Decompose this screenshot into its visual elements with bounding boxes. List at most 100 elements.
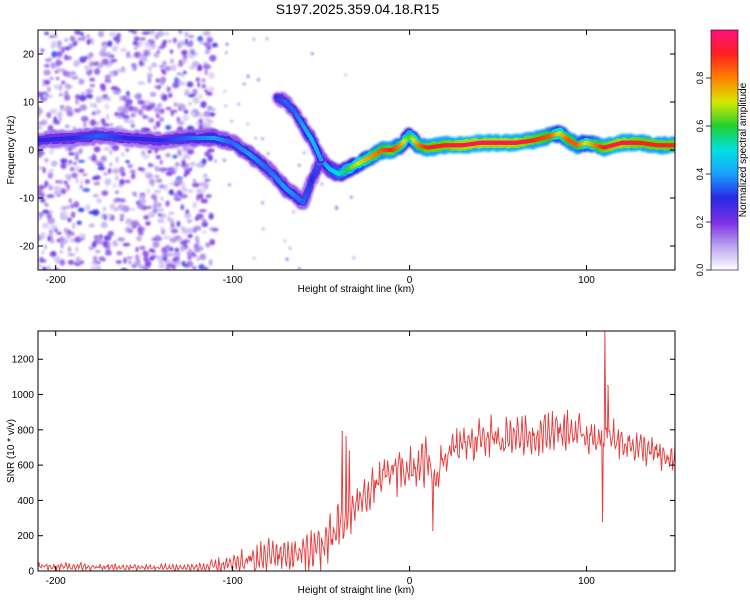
- noise-blob: [184, 212, 192, 219]
- noise-blob: [124, 117, 128, 124]
- noise-blob: [142, 154, 150, 159]
- noise-blob: [68, 152, 76, 156]
- noise-blob: [261, 137, 264, 141]
- noise-blob: [343, 73, 347, 77]
- noise-blob: [125, 99, 133, 105]
- noise-blob: [88, 210, 96, 215]
- noise-blob: [175, 162, 180, 167]
- noise-blob: [165, 153, 171, 158]
- noise-blob: [39, 192, 46, 198]
- noise-blob: [188, 34, 195, 39]
- noise-blob: [90, 156, 97, 162]
- noise-blob: [170, 58, 174, 64]
- noise-blob: [47, 124, 54, 132]
- noise-blob: [120, 66, 126, 73]
- noise-blob: [196, 256, 200, 262]
- noise-blob: [60, 242, 64, 249]
- noise-blob: [181, 159, 186, 167]
- noise-blob: [310, 52, 314, 56]
- noise-blob: [49, 108, 58, 115]
- noise-blob: [95, 61, 99, 65]
- noise-blob: [225, 42, 229, 46]
- y-tick-label: 10: [23, 98, 35, 109]
- colorbar: 0.0 0.2 0.4 0.6 0.8 Normalized spectral ampl…: [695, 29, 749, 276]
- noise-blob: [185, 209, 190, 214]
- noise-blob: [79, 58, 87, 63]
- noise-blob: [63, 180, 68, 184]
- noise-blob: [74, 165, 80, 172]
- noise-blob: [50, 250, 56, 257]
- noise-blob: [63, 94, 71, 101]
- noise-blob: [38, 211, 44, 218]
- noise-blob: [246, 74, 250, 78]
- noise-blob: [38, 108, 44, 115]
- noise-blob: [156, 255, 163, 260]
- noise-blob: [202, 122, 207, 129]
- noise-blob: [165, 244, 171, 250]
- noise-blob: [137, 81, 145, 85]
- noise-blob: [59, 107, 65, 112]
- noise-blob: [222, 158, 226, 162]
- noise-blob: [179, 245, 186, 252]
- noise-blob: [143, 51, 150, 57]
- noise-blob: [182, 115, 190, 121]
- noise-blob: [166, 262, 173, 268]
- noise-blob: [154, 85, 162, 89]
- noise-blob: [103, 235, 112, 241]
- noise-blob: [137, 204, 145, 210]
- noise-blob: [44, 31, 49, 35]
- noise-blob: [142, 266, 148, 270]
- noise-blob: [61, 80, 66, 85]
- noise-blob: [119, 178, 125, 186]
- spectral-ridge: [38, 125, 675, 210]
- noise-blob: [181, 260, 186, 267]
- noise-blob: [170, 112, 174, 117]
- noise-blob: [121, 152, 125, 157]
- noise-blob: [203, 63, 208, 70]
- noise-blob: [131, 220, 140, 227]
- noise-blob: [38, 262, 41, 269]
- noise-blob: [73, 61, 79, 68]
- noise-blob: [139, 245, 146, 250]
- noise-blob: [161, 229, 166, 235]
- noise-blob: [41, 198, 46, 203]
- x-tick-label: -200: [46, 275, 66, 286]
- noise-blob: [162, 70, 167, 75]
- noise-blob: [155, 113, 160, 118]
- noise-blob: [95, 109, 101, 115]
- noise-blob: [47, 183, 52, 189]
- snr-spike-point: [348, 450, 351, 452]
- noise-blob: [187, 254, 192, 261]
- noise-blob: [208, 157, 213, 161]
- noise-blob: [127, 207, 136, 211]
- noise-blob: [100, 118, 106, 125]
- noise-blob: [164, 65, 171, 72]
- noise-blob: [84, 179, 90, 185]
- noise-blob: [53, 189, 62, 196]
- noise-blob: [96, 96, 104, 103]
- noise-blob: [131, 172, 136, 180]
- noise-blob: [74, 30, 81, 35]
- noise-blob: [172, 83, 180, 87]
- noise-blob: [147, 72, 153, 79]
- noise-blob: [148, 117, 155, 123]
- noise-blob: [186, 219, 193, 224]
- y-tick-label: 1200: [12, 355, 35, 366]
- noise-blob: [130, 112, 136, 118]
- noise-blob: [93, 181, 101, 186]
- noise-blob: [78, 78, 85, 85]
- noise-blob: [168, 246, 174, 252]
- noise-blob: [147, 76, 152, 84]
- y-tick-label: 800: [17, 425, 34, 436]
- noise-blob: [115, 242, 119, 247]
- noise-blob: [105, 113, 110, 121]
- noise-blob: [58, 117, 63, 122]
- noise-blob: [169, 64, 177, 72]
- noise-blob: [153, 107, 160, 113]
- noise-blob: [77, 207, 85, 213]
- noise-blob: [93, 68, 101, 75]
- noise-blob: [261, 227, 265, 231]
- noise-blob: [177, 79, 181, 84]
- noise-blob: [167, 167, 175, 172]
- noise-blob: [132, 64, 138, 72]
